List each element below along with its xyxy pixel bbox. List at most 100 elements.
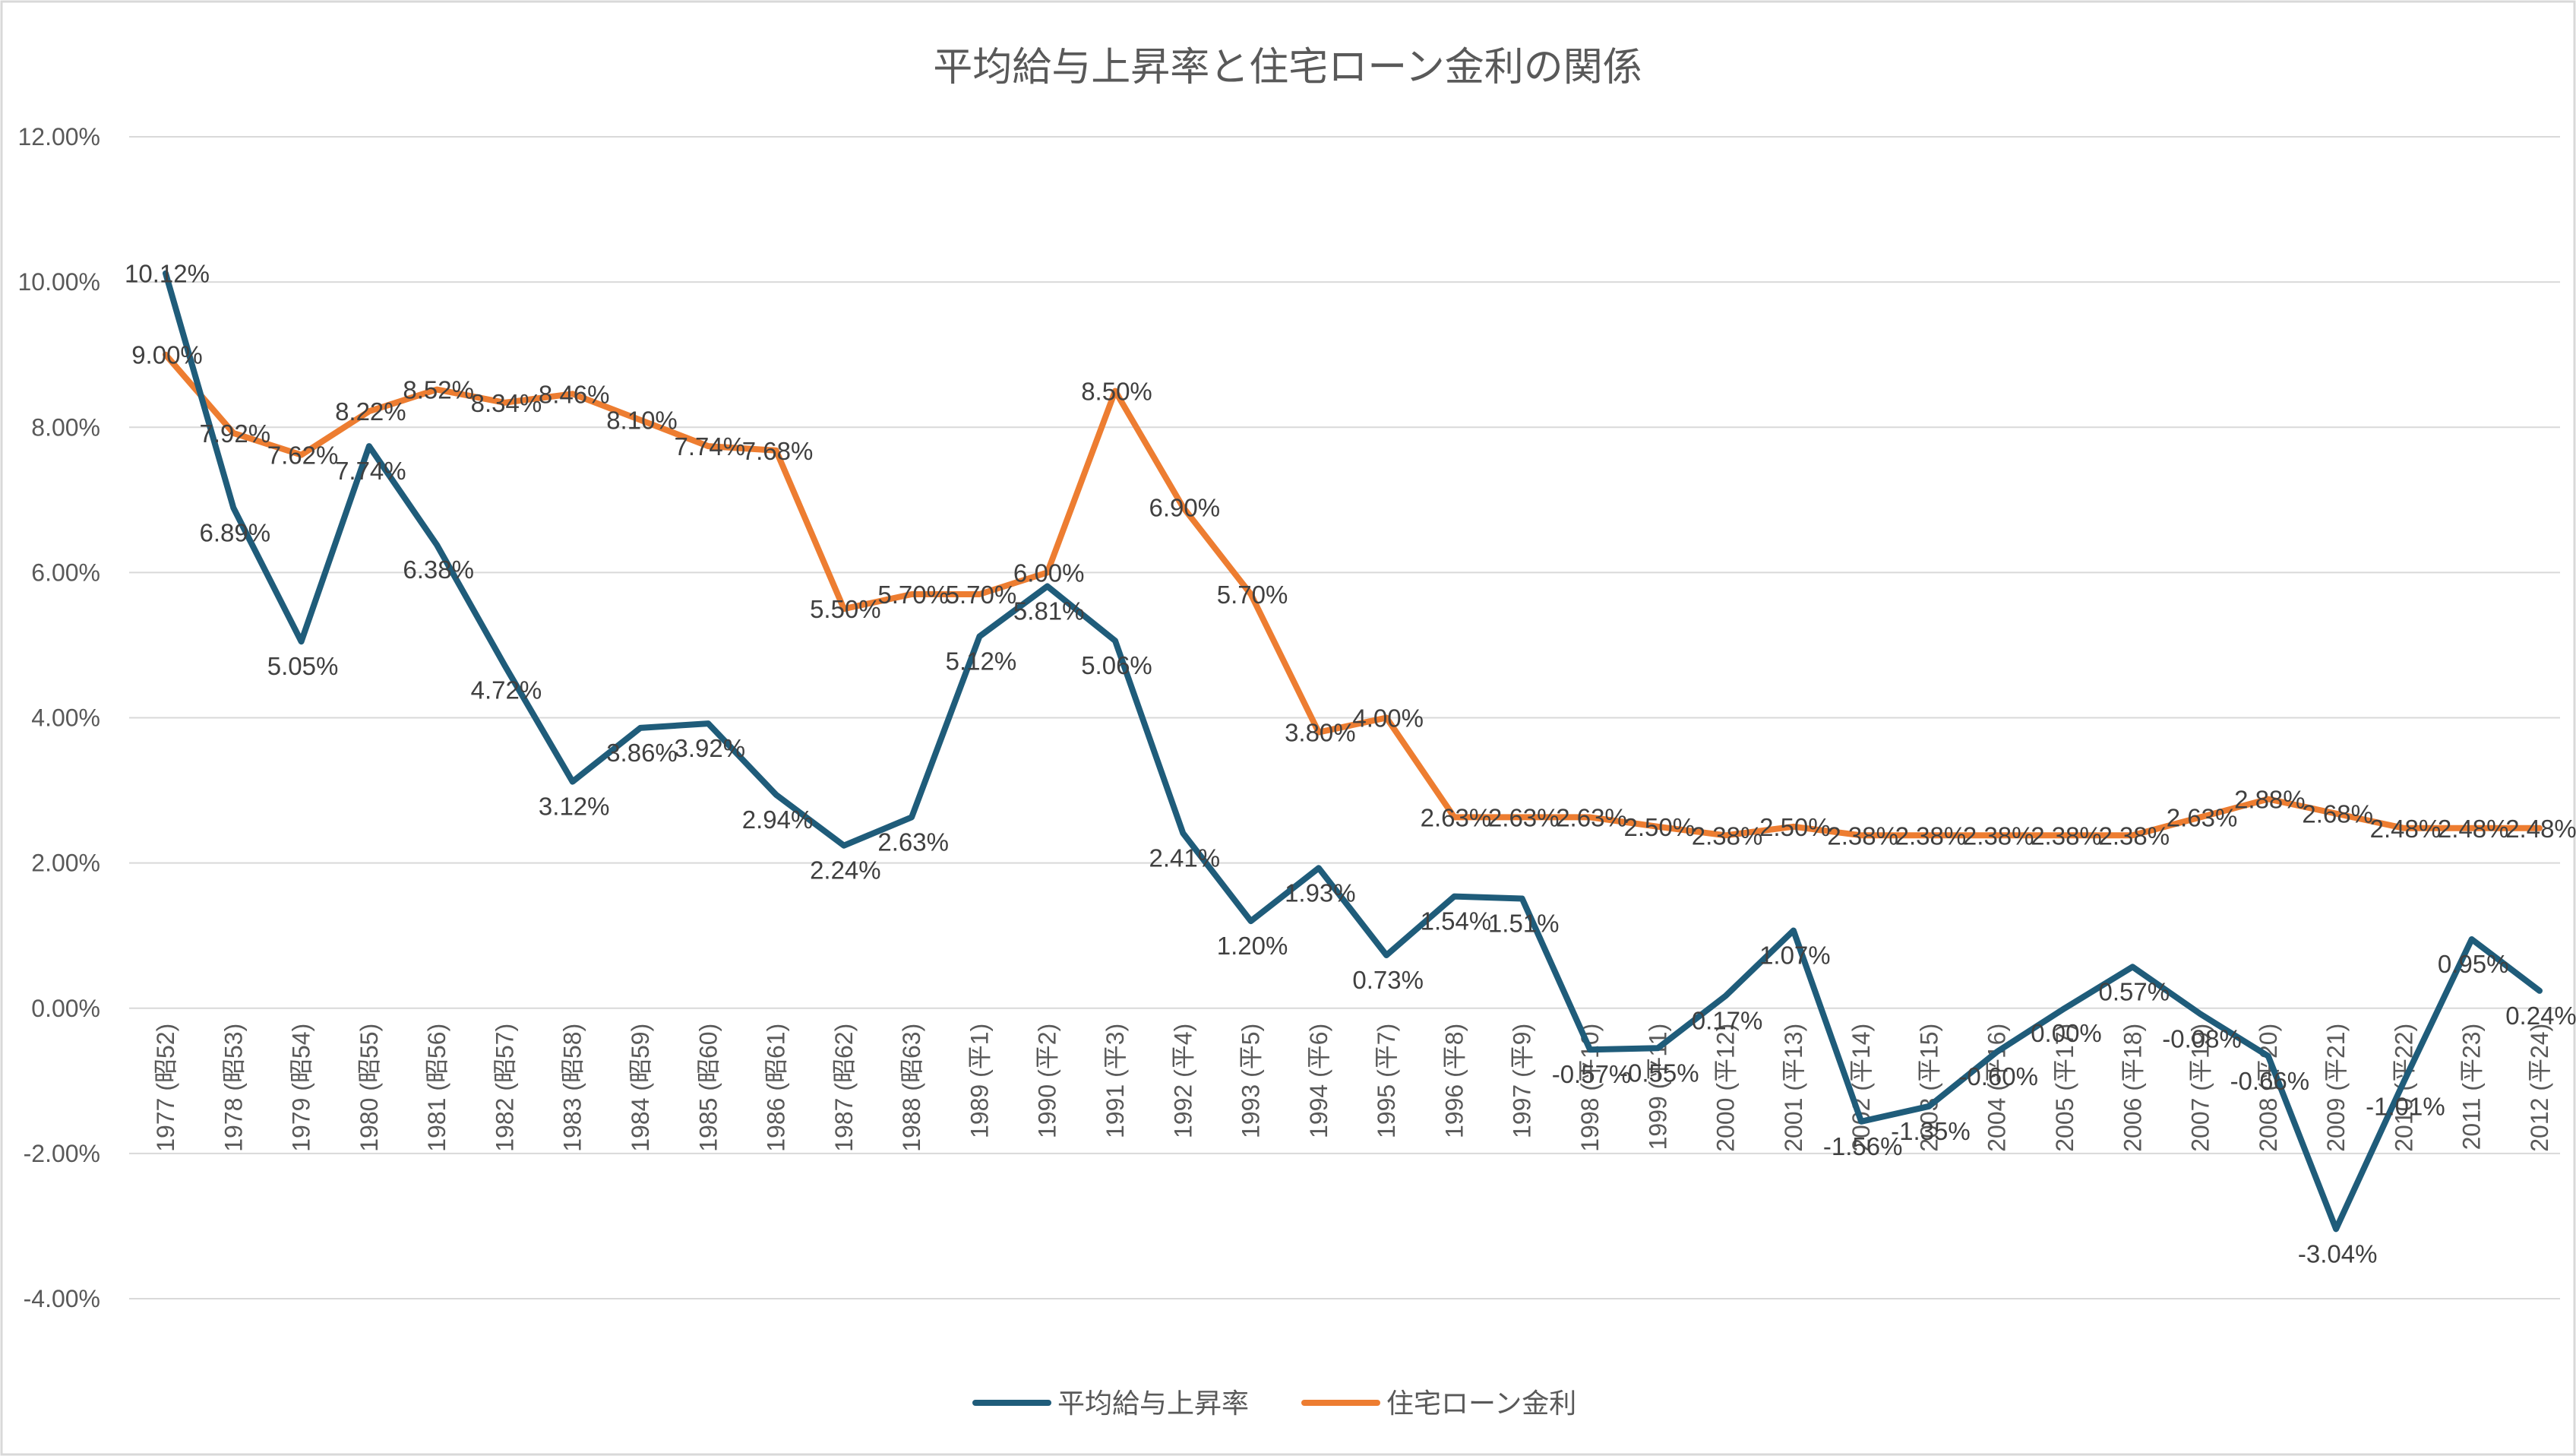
data-label: 8.46% bbox=[539, 380, 610, 408]
data-label: 2.38% bbox=[1692, 821, 1763, 850]
data-label: 1.20% bbox=[1217, 932, 1288, 960]
data-label: 1.93% bbox=[1285, 878, 1356, 907]
data-label: 4.72% bbox=[471, 676, 542, 704]
legend: 平均給与上昇率 住宅ローン金利 bbox=[972, 1388, 1576, 1420]
x-category-label: 1991 (平3) bbox=[1102, 1024, 1129, 1138]
data-label: 2.48% bbox=[2505, 815, 2576, 843]
x-category-label: 1982 (昭57) bbox=[491, 1024, 518, 1152]
data-label: 7.74% bbox=[674, 432, 745, 461]
x-category-label: 1984 (昭59) bbox=[627, 1024, 654, 1152]
data-labels: 9.00% 7.92%7.62% 8.22%8.52%8.34%8.46%8.10%… bbox=[125, 260, 2576, 1268]
data-label: -1.35% bbox=[1891, 1117, 1971, 1145]
data-label: -3.04% bbox=[2298, 1239, 2378, 1268]
data-label: 2.63% bbox=[877, 828, 949, 856]
data-label: -0.57% bbox=[1552, 1060, 1632, 1088]
y-tick-label: 0.00% bbox=[31, 995, 100, 1022]
data-label: 7.62% bbox=[267, 442, 339, 470]
x-category-label: 2007 (平19) bbox=[2187, 1024, 2214, 1152]
y-tick-label: 4.00% bbox=[31, 704, 100, 732]
data-label: 5.70% bbox=[1217, 581, 1288, 609]
data-label: 10.12% bbox=[125, 260, 210, 288]
series-line-1 bbox=[163, 351, 2543, 839]
data-label: 1.07% bbox=[1759, 941, 1831, 969]
x-category-label: 2001 (平13) bbox=[1780, 1024, 1807, 1152]
x-category-label: 2000 (平12) bbox=[1712, 1024, 1740, 1152]
data-label: 2.63% bbox=[1488, 803, 1560, 831]
x-category-label: 2006 (平18) bbox=[2119, 1024, 2146, 1152]
data-label: 2.50% bbox=[1623, 813, 1695, 841]
data-label: 2.63% bbox=[2167, 803, 2238, 831]
x-category-label: 1995 (平7) bbox=[1373, 1024, 1400, 1138]
data-label: 2.50% bbox=[1759, 813, 1831, 841]
data-label: 1.54% bbox=[1421, 907, 1492, 935]
data-label: 2.38% bbox=[1895, 821, 1967, 850]
data-label: 5.12% bbox=[946, 647, 1017, 675]
data-label: 0.73% bbox=[1352, 966, 1424, 994]
data-label: 2.48% bbox=[2438, 815, 2509, 843]
data-label: 5.81% bbox=[1013, 597, 1085, 625]
data-label: 2.88% bbox=[2234, 786, 2306, 814]
data-label: 7.92% bbox=[199, 419, 270, 448]
data-label: 1.51% bbox=[1488, 909, 1560, 937]
data-label: 2.63% bbox=[1421, 803, 1492, 831]
data-label: 0.95% bbox=[2438, 950, 2509, 978]
data-label: 2.38% bbox=[1963, 821, 2034, 850]
data-label: -0.55% bbox=[1620, 1059, 1699, 1087]
data-label: 3.80% bbox=[1285, 719, 1356, 747]
x-category-label: 1977 (昭52) bbox=[152, 1024, 179, 1152]
data-label: 3.92% bbox=[674, 734, 745, 762]
legend-label: 住宅ローン金利 bbox=[1386, 1388, 1576, 1420]
data-label: 5.50% bbox=[810, 595, 881, 623]
y-tick-label: 8.00% bbox=[31, 413, 100, 441]
data-label: -0.08% bbox=[2162, 1024, 2242, 1052]
x-category-label: 1978 (昭53) bbox=[220, 1024, 247, 1152]
x-category-label: 2005 (平17) bbox=[2051, 1024, 2078, 1152]
data-label: 5.70% bbox=[877, 581, 949, 609]
gridlines bbox=[129, 136, 2560, 1299]
x-category-label: 2012 (平24) bbox=[2526, 1024, 2553, 1152]
x-category-label: 1993 (平5) bbox=[1237, 1024, 1265, 1138]
x-category-label: 2003 (平15) bbox=[1915, 1024, 1942, 1152]
data-label: 3.12% bbox=[539, 793, 610, 821]
x-category-label: 2011 (平23) bbox=[2458, 1024, 2486, 1151]
y-axis-tick-labels: 12.00% 10.00% 8.00% 6.00% 4.00% 2.00% 0.00% -2.… bbox=[17, 123, 100, 1312]
chart-title: 平均給与上昇率と住宅ローン金利の関係 bbox=[933, 45, 1642, 90]
data-label: 2.41% bbox=[1149, 844, 1220, 872]
y-tick-label: 10.00% bbox=[17, 268, 100, 296]
data-label: 3.86% bbox=[606, 739, 678, 767]
x-category-label: 2009 (平21) bbox=[2322, 1024, 2350, 1152]
y-tick-label: 2.00% bbox=[31, 850, 100, 877]
series-lines bbox=[163, 270, 2543, 1233]
y-tick-label: 6.00% bbox=[31, 559, 100, 586]
x-category-label: 1986 (昭61) bbox=[763, 1024, 790, 1152]
x-category-label: 1990 (平2) bbox=[1034, 1024, 1061, 1138]
data-label: 7.68% bbox=[742, 437, 814, 465]
x-category-label: 1981 (昭56) bbox=[423, 1024, 450, 1152]
data-label: 8.50% bbox=[1081, 377, 1152, 405]
legend-label: 平均給与上昇率 bbox=[1057, 1388, 1249, 1420]
data-label: 8.34% bbox=[471, 389, 542, 417]
x-category-label: 1983 (昭58) bbox=[559, 1024, 586, 1152]
data-label: 2.48% bbox=[2370, 815, 2442, 843]
x-category-label: 1985 (昭60) bbox=[694, 1024, 722, 1152]
data-label: 6.38% bbox=[403, 555, 474, 584]
data-label: 2.68% bbox=[2302, 800, 2373, 828]
y-tick-label: -4.00% bbox=[24, 1285, 100, 1312]
series-line-0 bbox=[163, 270, 2543, 1233]
x-category-label: 1987 (昭62) bbox=[830, 1024, 858, 1152]
data-label: 8.52% bbox=[403, 376, 474, 404]
data-label: -1.01% bbox=[2366, 1092, 2445, 1120]
data-label: 0.24% bbox=[2505, 1002, 2576, 1030]
data-label: 2.94% bbox=[742, 806, 814, 834]
data-label: 0.17% bbox=[1692, 1007, 1763, 1035]
data-label: 5.06% bbox=[1081, 651, 1152, 679]
data-label: 8.22% bbox=[335, 397, 406, 426]
x-category-label: 1989 (平1) bbox=[966, 1024, 993, 1138]
x-category-label: 1994 (平6) bbox=[1305, 1024, 1332, 1138]
data-label: 6.89% bbox=[199, 518, 270, 546]
x-category-label: 1992 (平4) bbox=[1169, 1024, 1196, 1138]
x-category-label: 1996 (平8) bbox=[1440, 1024, 1468, 1138]
